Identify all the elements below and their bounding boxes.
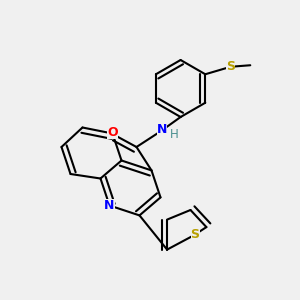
- Text: N: N: [104, 199, 115, 212]
- Text: S: S: [190, 227, 200, 241]
- Text: H: H: [169, 128, 178, 141]
- Text: S: S: [226, 60, 235, 73]
- Text: N: N: [157, 123, 167, 136]
- Text: O: O: [107, 126, 118, 139]
